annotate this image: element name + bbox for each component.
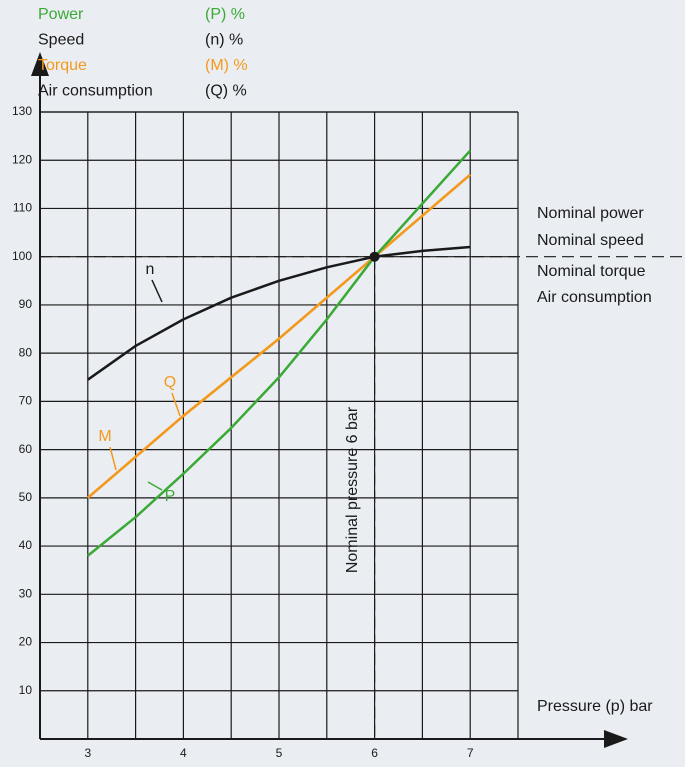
x-tick-label: 6 xyxy=(371,746,378,760)
y-tick-label: 40 xyxy=(19,538,33,552)
nominal-right-label: Nominal power xyxy=(537,205,644,222)
y-tick-label: 20 xyxy=(19,635,33,649)
legend-name: Air consumption xyxy=(38,83,153,100)
series-line xyxy=(86,173,472,499)
nominal-point xyxy=(369,251,380,262)
y-tick-label: 10 xyxy=(19,683,33,697)
curve-symbol: n xyxy=(146,261,155,278)
curve-symbol: P xyxy=(165,488,176,505)
nominal-right-label: Nominal speed xyxy=(537,232,644,249)
series-line xyxy=(87,149,472,557)
y-tick-label: 60 xyxy=(19,442,33,456)
curve-symbol: M xyxy=(98,428,111,445)
x-axis-label: Pressure (p) bar xyxy=(537,698,653,715)
symbol-leader xyxy=(171,392,181,417)
x-tick-label: 3 xyxy=(84,746,91,760)
y-tick-label: 130 xyxy=(12,104,32,118)
y-tick-label: 50 xyxy=(19,490,33,504)
legend-name: Speed xyxy=(38,32,84,49)
series-line xyxy=(87,245,471,381)
legend-name: Power xyxy=(38,6,84,23)
symbol-leader xyxy=(109,446,117,471)
x-tick-label: 7 xyxy=(467,746,474,760)
y-tick-label: 120 xyxy=(12,152,32,166)
legend-label: (Q) % xyxy=(205,83,247,100)
y-axis-arrow xyxy=(31,52,49,76)
legend-label: (n) % xyxy=(205,32,243,49)
nominal-label: Nominal pressure 6 bar xyxy=(344,406,361,573)
y-tick-label: 70 xyxy=(19,394,33,408)
legend-label: (P) % xyxy=(205,6,245,23)
x-tick-label: 4 xyxy=(180,746,187,760)
y-tick-label: 90 xyxy=(19,297,33,311)
y-tick-label: 100 xyxy=(12,249,32,263)
x-tick-label: 5 xyxy=(276,746,283,760)
y-tick-label: 30 xyxy=(19,586,33,600)
x-axis-arrow xyxy=(604,730,628,748)
y-tick-label: 110 xyxy=(13,201,32,215)
y-tick-label: 80 xyxy=(19,345,33,359)
symbol-leader xyxy=(151,279,163,303)
nominal-right-label: Nominal torque xyxy=(537,263,646,280)
curve-symbol: Q xyxy=(164,374,176,391)
legend-name: Torque xyxy=(38,57,87,74)
nominal-right-label: Air consumption xyxy=(537,289,652,306)
legend-label: (M) % xyxy=(205,57,248,74)
symbol-leader xyxy=(147,481,163,491)
